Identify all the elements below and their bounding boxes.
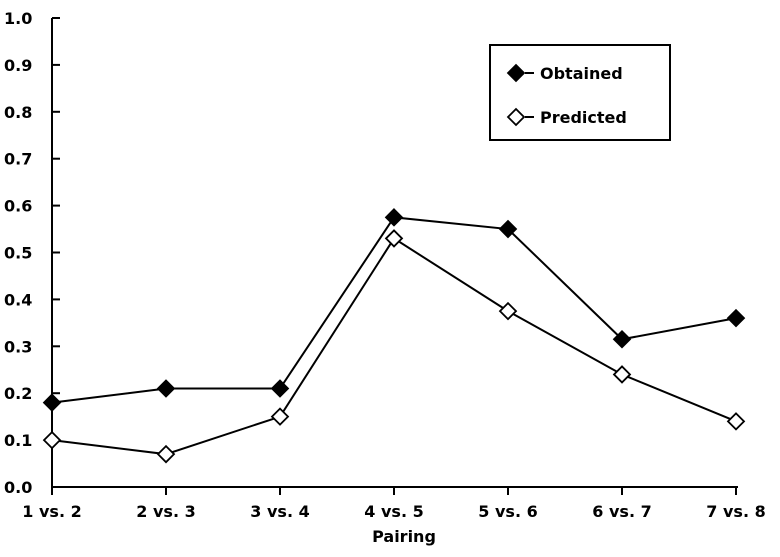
y-tick-label: 0.9 [4, 56, 32, 75]
y-tick-label: 0.6 [4, 197, 32, 216]
data-point-obtained [270, 379, 290, 398]
y-tick-label: 0.5 [4, 244, 32, 263]
data-point-obtained [156, 379, 176, 398]
y-tick-label: 0.7 [4, 150, 32, 169]
series-predicted [42, 229, 746, 464]
y-tick-label: 0.3 [4, 337, 32, 356]
data-point-obtained [612, 329, 632, 349]
x-tick-label: 3 vs. 4 [250, 502, 309, 521]
y-tick-label: 1.0 [4, 9, 32, 28]
legend: Obtained Predicted [489, 44, 671, 141]
legend-label-predicted: Predicted [540, 108, 627, 127]
data-point-predicted [612, 365, 632, 384]
series-layer [42, 208, 746, 464]
data-point-obtained [726, 308, 746, 328]
data-point-predicted [42, 430, 62, 450]
data-point-predicted [270, 407, 290, 426]
data-point-obtained [384, 208, 404, 227]
y-tick-label: 0.1 [4, 431, 32, 450]
x-tick-label: 6 vs. 7 [592, 502, 651, 521]
series-obtained [42, 208, 746, 412]
data-point-predicted [156, 444, 176, 464]
x-tick-label: 2 vs. 3 [136, 502, 195, 521]
legend-label-obtained: Obtained [540, 64, 623, 83]
x-tick-label: 7 vs. 8 [706, 502, 765, 521]
data-point-predicted [726, 412, 746, 431]
legend-box [489, 44, 671, 141]
data-point-obtained [498, 219, 518, 239]
x-tick-label: 5 vs. 6 [478, 502, 537, 521]
x-tick-label: 4 vs. 5 [364, 502, 423, 521]
series-line-predicted [51, 237, 737, 456]
data-point-obtained [42, 393, 62, 412]
x-axis-ticks: 1 vs. 2 2 vs. 3 3 vs. 4 4 vs. 5 5 vs. 6 6 vs.… [22, 487, 766, 521]
x-tick-label: 1 vs. 2 [22, 502, 81, 521]
data-point-predicted [498, 301, 518, 321]
y-axis-ticks: 0.0 0.1 0.2 0.3 0.4 0.5 0.6 0.7 0.8 0.9 1.0 [4, 9, 60, 497]
data-point-predicted [384, 229, 404, 248]
y-tick-label: 0.0 [4, 478, 32, 497]
legend-marker-predicted [506, 107, 526, 127]
y-tick-label: 0.4 [4, 290, 32, 309]
x-axis-title: Pairing [372, 527, 436, 546]
y-tick-label: 0.8 [4, 103, 32, 122]
legend-marker-obtained [506, 63, 526, 83]
y-tick-label: 0.2 [4, 384, 32, 403]
